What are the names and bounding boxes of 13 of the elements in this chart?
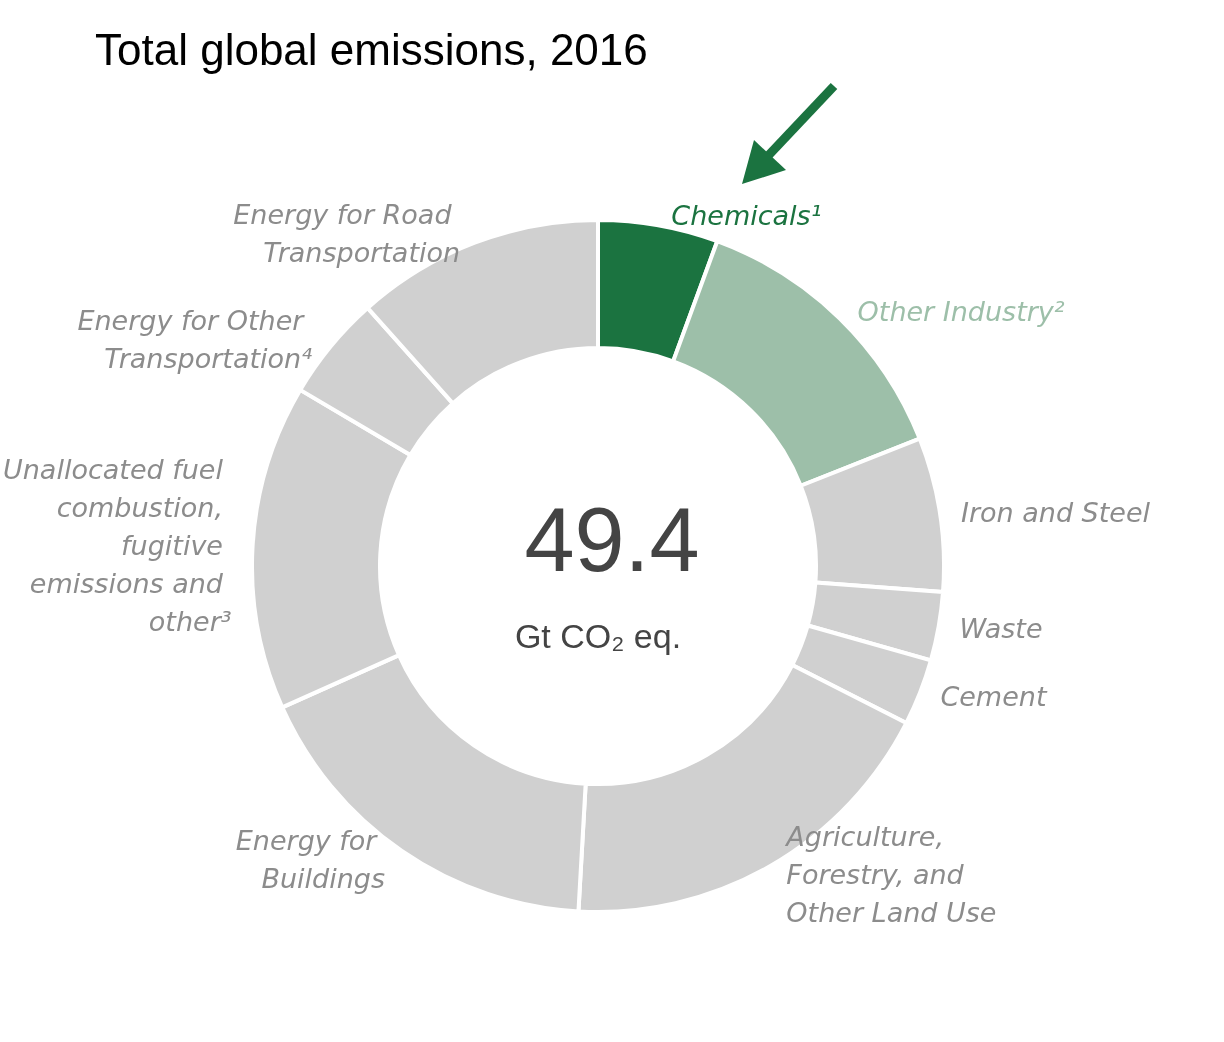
slice-label: Iron and Steel xyxy=(960,497,1151,529)
slice-label: Agriculture, Forestry, and Other Land Use xyxy=(784,821,997,929)
slice-label: Waste xyxy=(959,612,1043,644)
slice-label: Energy for Other Transportation⁴ xyxy=(77,305,313,375)
text: Gt CO₂ eq. xyxy=(514,617,682,655)
chart-title: Total global emissions, 2016 xyxy=(95,24,648,74)
text: 49.4 xyxy=(524,490,700,590)
slice-label: Cement xyxy=(940,680,1048,712)
slice-label: Unallocated fuel combustion, fugitive emissions and other³ xyxy=(2,454,232,638)
slice-label: Energy for Buildings xyxy=(235,824,386,894)
slice-label: Energy for Road Transportation xyxy=(233,198,461,268)
slice-label: Other Industry² xyxy=(857,295,1065,327)
legend-label: Chemicals¹ xyxy=(671,200,822,231)
